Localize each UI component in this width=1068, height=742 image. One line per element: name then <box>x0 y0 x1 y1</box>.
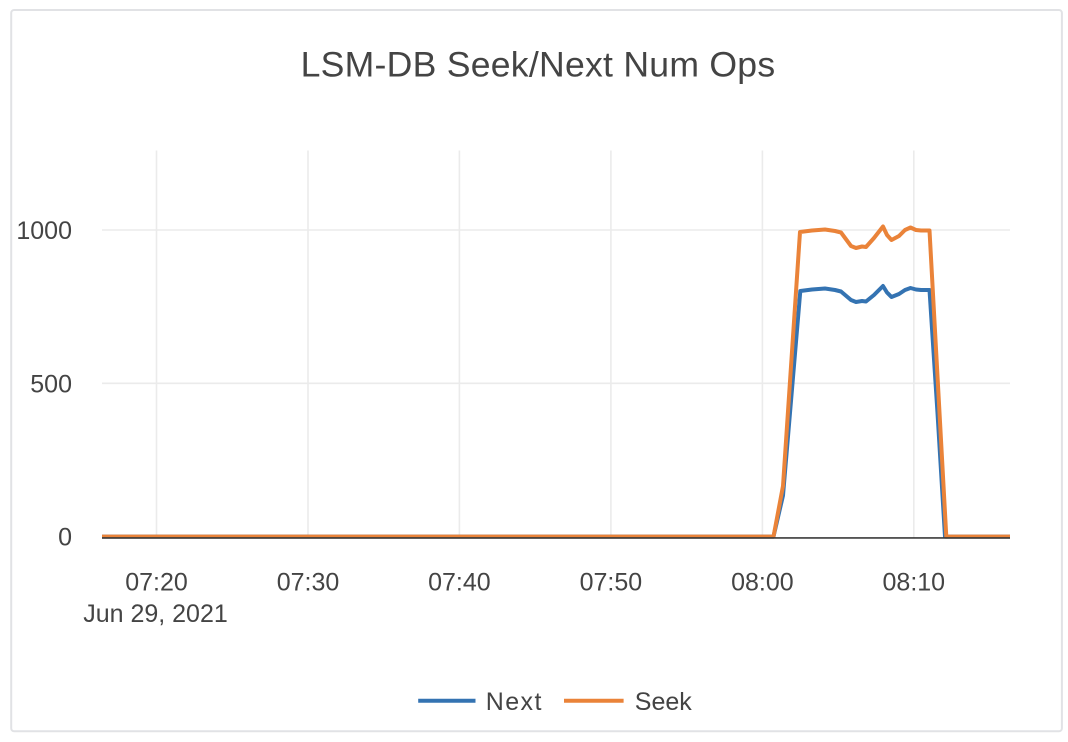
svg-text:07:40: 07:40 <box>428 569 491 597</box>
svg-text:07:20: 07:20 <box>125 569 188 597</box>
svg-text:07:50: 07:50 <box>580 569 643 597</box>
svg-text:500: 500 <box>30 370 72 398</box>
svg-text:Jun 29, 2021: Jun 29, 2021 <box>83 600 228 628</box>
svg-text:Next: Next <box>486 688 543 716</box>
svg-text:0: 0 <box>58 524 72 552</box>
svg-text:Seek: Seek <box>635 688 692 716</box>
svg-text:1000: 1000 <box>16 217 72 245</box>
svg-text:LSM-DB Seek/Next Num Ops: LSM-DB Seek/Next Num Ops <box>301 44 776 84</box>
svg-text:08:00: 08:00 <box>731 569 794 597</box>
svg-text:08:10: 08:10 <box>883 569 946 597</box>
svg-text:07:30: 07:30 <box>277 569 340 597</box>
